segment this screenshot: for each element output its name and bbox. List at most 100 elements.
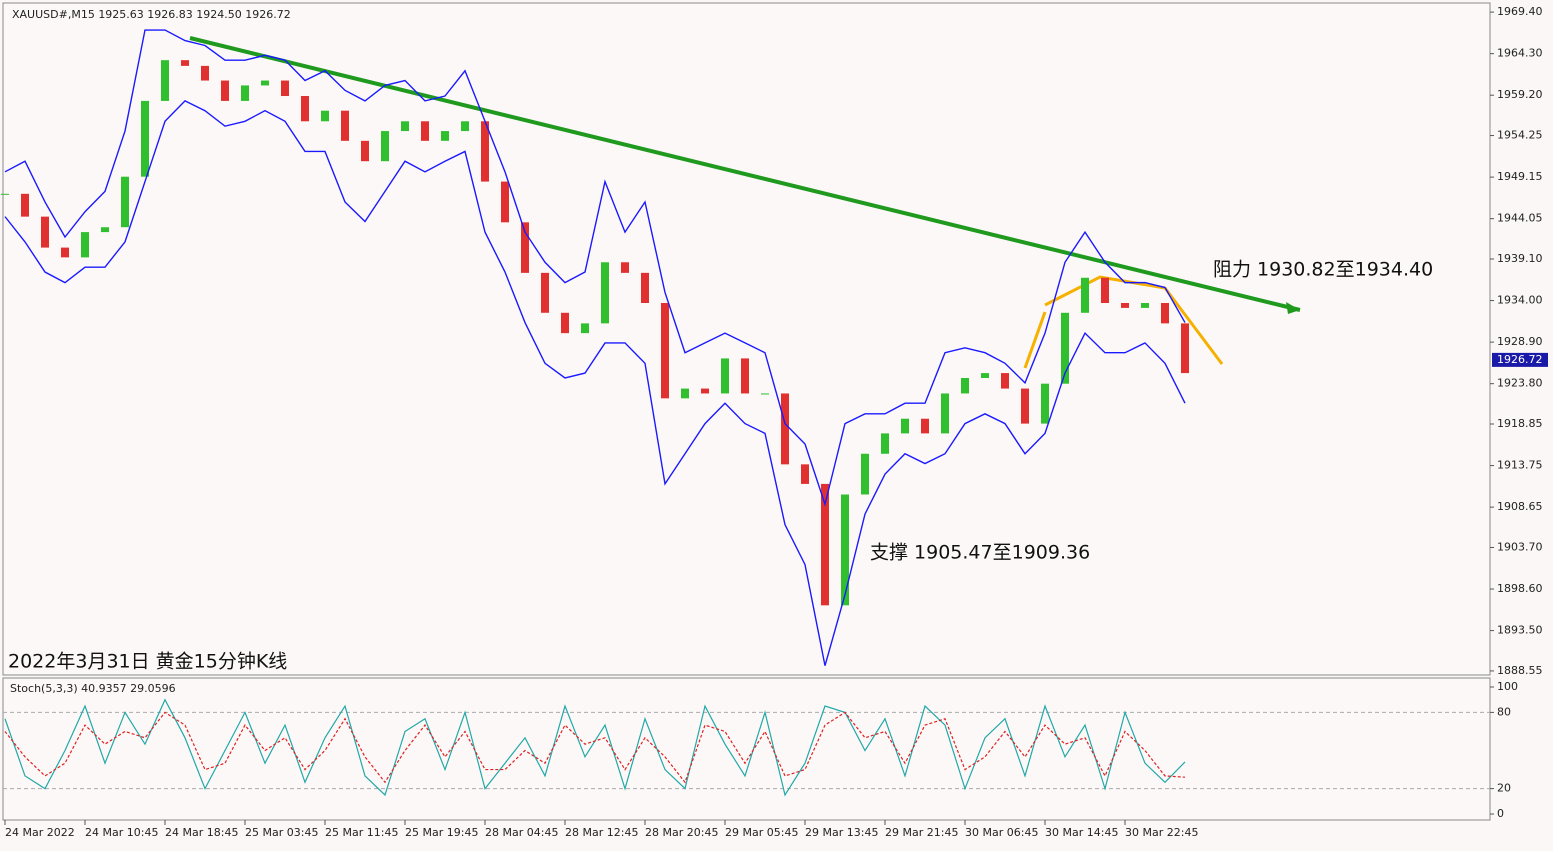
candle	[541, 272, 549, 313]
x-tick-label: 28 Mar 20:45	[645, 826, 718, 839]
candle	[1081, 277, 1089, 313]
y-tick-label: 1928.90	[1497, 335, 1543, 348]
y-tick-label: 1913.75	[1497, 459, 1543, 472]
candle	[561, 312, 569, 334]
x-tick-label: 28 Mar 12:45	[565, 826, 638, 839]
candle	[401, 121, 409, 132]
candle	[621, 262, 629, 273]
y-tick-label: 20	[1497, 782, 1511, 795]
candle	[761, 393, 769, 395]
stoch-panel	[2, 677, 1491, 821]
y-tick-label: 1888.55	[1497, 664, 1543, 677]
candle	[341, 110, 349, 141]
x-tick-label: 25 Mar 11:45	[325, 826, 398, 839]
candle	[521, 222, 529, 273]
trend-line	[189, 36, 1301, 312]
candle	[701, 388, 709, 394]
candle	[921, 418, 929, 434]
y-tick-label: 100	[1497, 680, 1518, 693]
band-line	[4, 29, 1186, 507]
y-tick-label: 1923.80	[1497, 377, 1543, 390]
candle	[1041, 383, 1049, 424]
y-tick-label: 1903.70	[1497, 540, 1543, 553]
y-tick-label: 1944.05	[1497, 212, 1543, 225]
x-tick-label: 24 Mar 18:45	[165, 826, 238, 839]
y-tick-label: 1964.30	[1497, 47, 1543, 60]
candle	[461, 121, 469, 132]
price-tag	[1492, 352, 1548, 367]
candle	[21, 193, 29, 217]
candle	[41, 216, 49, 248]
x-tick-label: 29 Mar 21:45	[885, 826, 958, 839]
candle	[481, 121, 489, 182]
candle	[301, 96, 309, 122]
x-tick-label: 24 Mar 2022	[5, 826, 75, 839]
candle	[361, 140, 369, 162]
candle	[1181, 323, 1189, 374]
candle	[441, 131, 449, 141]
candle	[161, 60, 169, 101]
y-tick-label: 1954.25	[1497, 129, 1543, 142]
price-panel	[2, 2, 1491, 676]
candle	[961, 377, 969, 394]
x-tick-label: 30 Mar 14:45	[1045, 826, 1118, 839]
candle	[581, 323, 589, 334]
stoch-title: Stoch(5,3,3) 40.9357 29.0596	[10, 682, 176, 695]
arrow	[1023, 311, 1047, 369]
candle	[721, 358, 729, 394]
candle	[1, 193, 9, 195]
candle	[901, 418, 909, 434]
candle	[661, 303, 669, 399]
y-tick-label: 0	[1497, 807, 1504, 820]
candle	[321, 110, 329, 122]
candle	[421, 121, 429, 141]
caption: 2022年3月31日 黄金15分钟K线	[8, 651, 287, 673]
pattern-arrows	[1023, 275, 1224, 369]
resistance-note: 阻力 1930.82至1934.40	[1213, 259, 1433, 281]
candle	[1021, 388, 1029, 424]
candle	[281, 80, 289, 97]
x-tick-label: 25 Mar 03:45	[245, 826, 318, 839]
candle	[121, 176, 129, 228]
y-tick-label: 80	[1497, 705, 1511, 718]
candle	[61, 247, 69, 258]
candle	[801, 464, 809, 484]
candle	[261, 80, 269, 86]
x-tick-label: 24 Mar 10:45	[85, 826, 158, 839]
arrow	[1044, 275, 1166, 307]
x-tick-label: 30 Mar 22:45	[1125, 826, 1198, 839]
candle	[1161, 303, 1169, 324]
price-tag-label: 1926.72	[1497, 353, 1543, 366]
candle	[1061, 312, 1069, 384]
y-tick-label: 1949.15	[1497, 170, 1543, 183]
x-tick-label: 30 Mar 06:45	[965, 826, 1038, 839]
candle	[1101, 277, 1109, 304]
candle	[141, 100, 149, 177]
y-tick-label: 1969.40	[1497, 5, 1543, 18]
candle	[841, 494, 849, 606]
y-tick-label: 1934.00	[1497, 294, 1543, 307]
x-tick-label: 29 Mar 13:45	[805, 826, 878, 839]
y-tick-label: 1959.20	[1497, 88, 1543, 101]
x-tick-label: 28 Mar 04:45	[485, 826, 558, 839]
candle	[861, 453, 869, 495]
x-tick-label: 29 Mar 05:45	[725, 826, 798, 839]
candle	[741, 358, 749, 394]
candle	[501, 181, 509, 223]
candle	[601, 262, 609, 324]
candle	[81, 232, 89, 258]
arrow	[1163, 287, 1224, 365]
candle	[241, 85, 249, 101]
y-tick-label: 1898.60	[1497, 582, 1543, 595]
candle	[221, 80, 229, 101]
support-note: 支撑 1905.47至1909.36	[870, 542, 1090, 564]
candle	[1141, 303, 1149, 308]
symbol-title: XAUUSD#,M15 1925.63 1926.83 1924.50 1926…	[12, 8, 291, 21]
candle	[881, 433, 889, 454]
candle	[181, 60, 189, 66]
candle	[641, 272, 649, 304]
candle	[681, 388, 689, 399]
candle	[821, 483, 829, 606]
y-tick-label: 1908.65	[1497, 500, 1543, 513]
